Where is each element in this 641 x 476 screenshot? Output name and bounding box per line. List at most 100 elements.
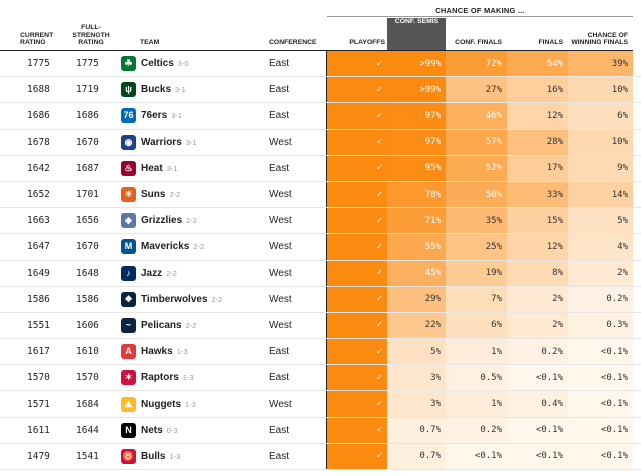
col-team[interactable]: TEAM xyxy=(140,39,160,47)
win-finals-cell: 39% xyxy=(568,51,633,77)
team-name[interactable]: 76ers xyxy=(141,110,168,122)
team-logo-icon: A xyxy=(121,344,136,360)
table-row[interactable]: 1570 1570 ✶ Raptors 1-3 East ✓ 3% 0.5% <0.1% <0.1% xyxy=(0,365,641,392)
series-record: 1-3 xyxy=(185,399,196,409)
team-cell[interactable]: ✶ Raptors 1-3 xyxy=(121,365,266,390)
table-row[interactable]: 1775 1775 ☘ Celtics 3-0 East ✓ >99% 72% 54% 39% xyxy=(0,51,641,78)
team-logo-icon: ☀ xyxy=(121,187,136,203)
table-row[interactable]: 1642 1687 ♨ Heat 3-1 East ✓ 95% 52% 17% 9% xyxy=(0,155,641,182)
team-name[interactable]: Mavericks xyxy=(141,241,190,253)
current-rating: 1479 xyxy=(27,450,50,462)
conf-finals-cell: 25% xyxy=(446,234,507,260)
team-cell[interactable]: ♨ Heat 3-1 xyxy=(121,156,266,181)
team-logo-icon: N xyxy=(121,422,136,438)
full-strength-rating: 1606 xyxy=(76,319,99,331)
conference: East xyxy=(269,162,290,174)
team-cell[interactable]: N Nets 0-3 xyxy=(121,418,266,443)
table-row[interactable]: 1571 1684 ⛰ Nuggets 1-3 West ✓ 3% 1% 0.4% <0.1% xyxy=(0,391,641,418)
team-cell[interactable]: M Mavericks 2-2 xyxy=(121,234,266,259)
conf-finals-cell: 35% xyxy=(446,208,507,234)
team-cell[interactable]: ψ Bucks 3-1 xyxy=(121,77,266,102)
full-strength-rating: 1686 xyxy=(76,110,99,122)
team-cell[interactable]: ♪ Jazz 2-2 xyxy=(121,261,266,286)
team-name[interactable]: Hawks xyxy=(141,346,173,358)
current-rating: 1642 xyxy=(27,162,50,174)
conf-finals-cell: 6% xyxy=(446,312,507,339)
conference: West xyxy=(269,319,292,331)
conference: East xyxy=(269,110,290,122)
playoffs-cell: ✓ xyxy=(327,51,387,77)
team-logo-icon: ⛰ xyxy=(121,396,136,412)
conf-semis-cell: 22% xyxy=(387,312,446,339)
playoffs-cell: ✓ xyxy=(327,286,387,312)
table-row[interactable]: 1649 1648 ♪ Jazz 2-2 West ✓ 45% 19% 8% 2% xyxy=(0,260,641,287)
col-conference[interactable]: CONFERENCE xyxy=(269,39,317,47)
full-strength-rating: 1610 xyxy=(76,346,99,358)
finals-cell: 12% xyxy=(507,103,568,129)
team-name[interactable]: Nets xyxy=(141,424,163,436)
team-name[interactable]: Suns xyxy=(141,189,166,201)
table-row[interactable]: 1647 1670 M Mavericks 2-2 West ✓ 55% 25% 12% 4% xyxy=(0,234,641,261)
finals-cell: 0.4% xyxy=(507,391,568,417)
team-cell[interactable]: 76 76ers 3-1 xyxy=(121,103,266,128)
conf-finals-cell: 46% xyxy=(446,103,507,129)
team-name[interactable]: Timberwolves xyxy=(141,293,208,305)
playoffs-cell: ✓ xyxy=(327,312,387,339)
table-row[interactable]: 1663 1656 ◆ Grizzlies 2-2 West ✓ 71% 35% 15% 5% xyxy=(0,208,641,235)
table-row[interactable]: 1479 1541 ♉ Bulls 1-3 East ✓ 0.7% <0.1% <0.1% <0.1… xyxy=(0,443,641,470)
col-playoffs[interactable]: PLAYOFFS xyxy=(349,39,385,47)
col-finals[interactable]: FINALS xyxy=(538,39,563,47)
table-row[interactable]: 1652 1701 ☀ Suns 2-2 West ✓ 78% 50% 33% 14% xyxy=(0,181,641,209)
team-name[interactable]: Bucks xyxy=(141,84,172,96)
team-name[interactable]: Warriors xyxy=(141,136,182,148)
column-divider xyxy=(326,181,327,208)
team-name[interactable]: Bulls xyxy=(141,450,166,462)
col-full-strength-rating[interactable]: FULL-STRENGTH RATING xyxy=(72,24,110,47)
team-name[interactable]: Heat xyxy=(141,162,163,174)
table-row[interactable]: 1617 1610 A Hawks 1-3 East ✓ 5% 1% 0.2% <0.1% xyxy=(0,339,641,366)
col-win-finals[interactable]: CHANCE OF WINNING FINALS xyxy=(571,31,628,47)
team-logo-icon: ☘ xyxy=(121,56,136,72)
team-cell[interactable]: ❖ Timberwolves 2-2 xyxy=(121,287,266,312)
finals-cell: <0.1% xyxy=(507,365,568,391)
table-row[interactable]: 1678 1670 ◉ Warriors 3-1 West ✓ 97% 57% 28% 10% xyxy=(0,129,641,156)
series-record: 3-1 xyxy=(185,137,197,147)
col-conf-finals[interactable]: CONF. FINALS xyxy=(455,39,502,47)
team-logo-icon: ψ xyxy=(121,82,136,98)
full-strength-rating: 1541 xyxy=(76,450,99,462)
conf-finals-cell: 52% xyxy=(446,155,507,181)
table-row[interactable]: 1611 1644 N Nets 0-3 East ✓ 0.7% 0.2% <0.1% <0.1% xyxy=(0,417,641,444)
team-cell[interactable]: ♉ Bulls 1-3 xyxy=(121,444,266,469)
team-name[interactable]: Raptors xyxy=(141,372,179,384)
team-cell[interactable]: A Hawks 1-3 xyxy=(121,339,266,364)
team-cell[interactable]: ☀ Suns 2-2 xyxy=(121,182,266,207)
playoffs-cell: ✓ xyxy=(327,391,387,417)
table-row[interactable]: 1586 1586 ❖ Timberwolves 2-2 West ✓ 29% 7% 2% 0.2% xyxy=(0,286,641,313)
col-conf-semis[interactable]: CONF. SEMIS xyxy=(387,18,446,50)
team-logo-icon: M xyxy=(121,239,136,255)
table-row[interactable]: 1686 1686 76 76ers 3-1 East ✓ 97% 46% 12% 6% xyxy=(0,103,641,130)
column-divider xyxy=(326,260,327,286)
team-name[interactable]: Pelicans xyxy=(141,319,182,331)
series-record: 2-2 xyxy=(186,216,197,226)
playoffs-cell: ✓ xyxy=(327,77,387,103)
team-cell[interactable]: ◆ Grizzlies 2-2 xyxy=(121,208,266,233)
team-name[interactable]: Nuggets xyxy=(141,398,181,410)
table-row[interactable]: 1551 1606 ~ Pelicans 2-2 West ✓ 22% 6% 2% 0.3% xyxy=(0,312,641,340)
team-cell[interactable]: ⛰ Nuggets 1-3 xyxy=(121,391,266,416)
full-strength-rating: 1775 xyxy=(76,58,99,70)
playoffs-cell: ✓ xyxy=(327,155,387,181)
conf-finals-cell: 1% xyxy=(446,391,507,417)
full-strength-rating: 1656 xyxy=(76,215,99,227)
team-cell[interactable]: ◉ Warriors 3-1 xyxy=(121,130,266,155)
team-name[interactable]: Celtics xyxy=(141,58,174,70)
team-name[interactable]: Jazz xyxy=(141,267,163,279)
col-current-rating[interactable]: CURRENT RATING xyxy=(20,31,54,47)
team-name[interactable]: Grizzlies xyxy=(141,215,183,227)
conf-semis-cell: 29% xyxy=(387,286,446,312)
team-cell[interactable]: ~ Pelicans 2-2 xyxy=(121,313,266,338)
table-row[interactable]: 1688 1719 ψ Bucks 3-1 East ✓ >99% 27% 16% 10% xyxy=(0,77,641,104)
team-cell[interactable]: ☘ Celtics 3-0 xyxy=(121,51,266,76)
column-divider xyxy=(326,417,327,443)
series-record: 2-2 xyxy=(211,294,223,304)
